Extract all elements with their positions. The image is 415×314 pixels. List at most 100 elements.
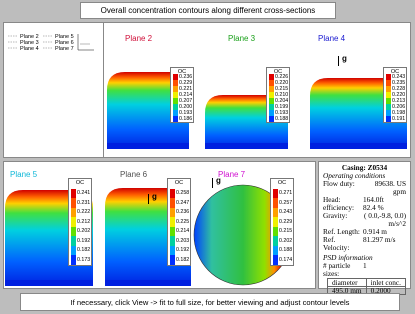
colorbar-swatch: [170, 207, 175, 217]
colorbar-swatch: [273, 217, 278, 227]
colorbar: OC 0.226 0.220 0.215 0.210 0.204 0.199 0.193 0.1…: [266, 67, 290, 123]
colorbar-title: OC: [273, 69, 283, 75]
info-value: 82.4 %: [363, 203, 384, 212]
colorbar-swatch: [386, 116, 391, 122]
colorbar-swatch: [71, 188, 76, 198]
colorbar-swatch: [386, 86, 391, 92]
colorbar-swatch: [269, 110, 274, 116]
colorbar-level: 0.235: [392, 80, 406, 86]
colorbar-level: 0.241: [77, 190, 91, 197]
wall: [310, 143, 407, 149]
colorbar-swatch: [269, 98, 274, 104]
colorbar-level: 0.222: [77, 209, 91, 216]
info-value: 1: [363, 261, 367, 270]
info-value: 164.0ft: [363, 195, 384, 204]
plot-title: Plane 7: [218, 170, 246, 179]
colorbar-swatch: [173, 104, 178, 110]
gravity-arrow: [148, 194, 149, 204]
colorbar-level: 0.225: [176, 218, 190, 225]
colorbar-level: 0.228: [392, 86, 406, 92]
legend-label: Plane 6: [55, 40, 74, 46]
colorbar-level: 0.214: [179, 92, 193, 98]
colorbar-swatch: [386, 80, 391, 86]
info-value: 89638. US gpm: [374, 179, 406, 196]
colorbar-level: 0.212: [77, 218, 91, 225]
colorbar-title: OC: [174, 180, 184, 186]
colorbar: OC 0.243 0.235 0.228 0.220 0.213 0.206 0.198 0.1…: [383, 67, 407, 123]
colorbar-level: 0.206: [392, 104, 406, 110]
gravity-arrow: [338, 56, 339, 66]
colorbar-level: 0.188: [279, 247, 293, 254]
plot-title: Plane 5: [10, 170, 38, 179]
colorbar-swatch: [173, 92, 178, 98]
contour: [107, 72, 189, 149]
info-row: # particle sizes: 1: [323, 262, 406, 278]
colorbar-title: OC: [390, 69, 400, 75]
colorbar-level: 0.229: [279, 218, 293, 225]
info-label: Flow duty:: [323, 179, 355, 188]
info-value: 0.914 m: [363, 227, 387, 236]
info-panel: Casing: Z0534 Operating conditions Flow du…: [318, 161, 411, 295]
info-label: efficiency:: [323, 203, 355, 212]
wall: [5, 280, 93, 286]
info-row: Flow duty: 89638. US gpm: [323, 180, 406, 196]
colorbar-swatch: [269, 104, 274, 110]
colorbar: OC 0.241 0.231 0.222 0.212 0.202 0.192 0.182 0.1…: [68, 178, 92, 266]
colorbar-swatch: [273, 255, 278, 265]
section-title: PSD information: [323, 253, 373, 262]
title-box: Overall concentration contours along dif…: [80, 2, 336, 19]
colorbar-level: 0.193: [275, 110, 289, 116]
contour: [310, 78, 407, 149]
info-row: Head: 164.0ft: [323, 196, 406, 204]
colorbar-level: 0.203: [176, 237, 190, 244]
page-title: Overall concentration contours along dif…: [100, 6, 316, 15]
colorbar-level: 0.220: [392, 92, 406, 98]
colorbar-level: 0.243: [392, 74, 406, 80]
colorbar-level: 0.221: [179, 86, 193, 92]
colorbar-level: 0.236: [179, 74, 193, 80]
colorbar-level: 0.220: [275, 80, 289, 86]
colorbar-level: 0.207: [179, 98, 193, 104]
colorbar-swatch: [173, 110, 178, 116]
colorbar-swatch: [170, 217, 175, 227]
colorbar-swatch: [71, 255, 76, 265]
colorbar-level: 0.257: [279, 199, 293, 206]
colorbar-swatch: [170, 255, 175, 265]
colorbar-swatch: [269, 116, 274, 122]
colorbar-level: 0.191: [392, 116, 406, 122]
colorbar-level: 0.198: [392, 110, 406, 116]
colorbar-swatch: [173, 98, 178, 104]
colorbar-level: 0.243: [279, 209, 293, 216]
footer-box: If necessary, click View -> fit to full …: [20, 293, 400, 311]
colorbar-swatch: [386, 104, 391, 110]
colorbar-swatch: [71, 217, 76, 227]
colorbar-swatch: [71, 198, 76, 208]
colorbar-level: 0.215: [275, 86, 289, 92]
colorbar-swatch: [269, 80, 274, 86]
colorbar-level: 0.226: [275, 74, 289, 80]
info-label: Head:: [323, 195, 341, 204]
colorbar-swatch: [173, 80, 178, 86]
colorbar-title: OC: [277, 180, 287, 186]
plot-title: Plane 3: [228, 34, 256, 43]
colorbar-swatch: [71, 207, 76, 217]
legend-label: Plane 4: [20, 46, 39, 52]
gravity-label: g: [342, 54, 347, 63]
colorbar-swatch: [173, 116, 178, 122]
colorbar-swatch: [269, 86, 274, 92]
info-label: Ref. Velocity:: [323, 235, 350, 252]
colorbar-swatch: [71, 226, 76, 236]
colorbar-swatch: [273, 245, 278, 255]
colorbar-swatch: [386, 74, 391, 80]
colorbar-level: 0.258: [176, 190, 190, 197]
colorbar-level: 0.236: [176, 209, 190, 216]
colorbar-level: 0.271: [279, 190, 293, 197]
colorbar-level: 0.214: [176, 228, 190, 235]
colorbar-level: 0.231: [77, 199, 91, 206]
colorbar-swatch: [170, 226, 175, 236]
colorbar-swatch: [269, 74, 274, 80]
colorbar-swatch: [273, 226, 278, 236]
legend-label: Plane 3: [20, 40, 39, 46]
